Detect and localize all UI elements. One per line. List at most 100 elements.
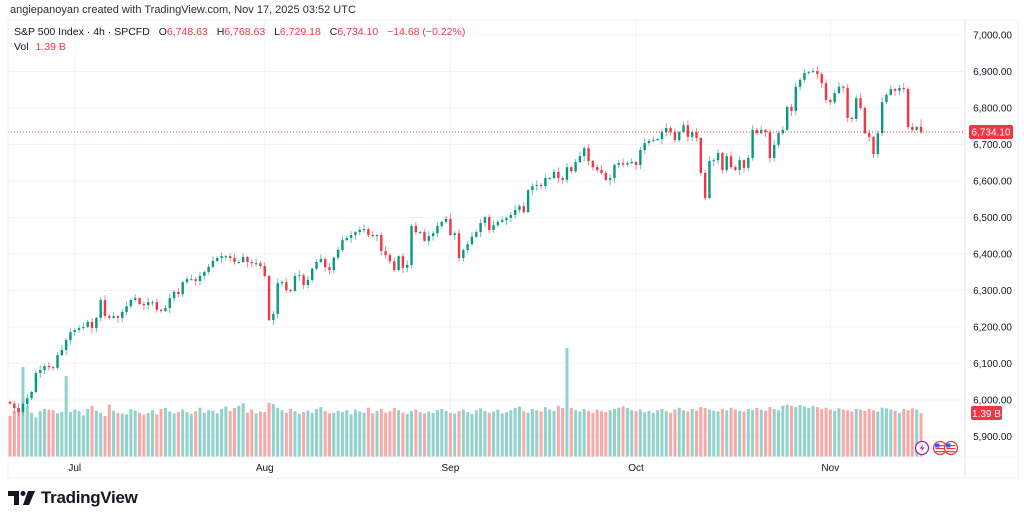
candle-down [138,297,141,306]
candle-body [108,316,111,318]
tradingview-logo-icon [8,491,35,505]
candle-body [64,340,68,350]
volume-bar [8,415,12,457]
high-value: 6,768.63 [224,26,266,38]
candle-down [595,164,599,173]
candle-up [531,183,534,196]
candle-up [855,95,858,122]
candle-up [751,125,754,161]
us-flag-icon[interactable] [943,440,959,456]
volume-bar [297,414,301,457]
candle-body [444,218,448,222]
candle-down [557,167,560,184]
candle-body [298,275,301,277]
events-icons[interactable] [914,440,959,456]
candle-body [133,298,137,300]
price-axis[interactable]: 5,900.00 6,000.00 6,100.00 6,200.00 6,300.00… [973,31,1012,444]
volume-bar [897,412,901,457]
volume-bar [94,410,98,457]
volume-bar [444,410,448,457]
candle-up [807,70,810,75]
candle-body [138,298,141,305]
candle-body [565,167,569,180]
candle-down [267,274,271,322]
candle-up [151,300,154,306]
candle-body [220,256,223,259]
candle-body [777,133,780,145]
lightning-icon[interactable] [914,440,930,456]
time-axis[interactable]: Jul Aug Sep Oct Nov [68,463,839,474]
volume-bar [86,408,90,457]
candle-body [557,171,560,179]
candle-up [496,219,500,228]
volume-bar [64,376,68,457]
volume-bar [755,408,759,457]
candle-body [393,261,396,271]
candle-body [77,328,81,330]
volume-bar [651,412,655,457]
volume-bar [284,412,288,457]
candle-up [678,130,681,143]
candle-up [466,241,469,253]
candle-body [768,132,772,159]
candle-body [250,262,253,264]
candle-up [64,338,68,356]
candle-body [112,316,115,318]
candle-body [492,225,495,230]
volume-bar [237,405,241,457]
candle-body [531,186,534,191]
candle-body [850,117,854,119]
candle-body [915,126,918,130]
candle-body [682,125,685,133]
volume-bar [466,412,470,457]
time-tick-label: Sep [441,463,459,474]
candle-down [250,259,253,268]
candle-up [95,316,98,333]
candle-body [829,99,832,103]
candle-body [224,256,228,258]
volume-bar [202,412,206,457]
candle-up [725,153,728,173]
volume-bar [720,408,724,457]
candle-body [211,260,215,267]
volume-bar [712,410,716,457]
candle-body [43,366,46,371]
volume-bar [802,406,806,457]
candle-up [43,364,46,375]
candle-up [513,205,517,219]
candle-body [842,86,845,88]
candle-body [263,266,266,276]
candle-body [345,237,348,241]
candle-body [315,262,318,269]
volume-bar [772,408,776,457]
volume-bar [656,410,660,457]
candle-down [911,123,914,132]
candle-down [155,298,159,313]
candle-body [760,129,763,134]
candle-up [349,231,353,244]
tradingview-logo[interactable]: TradingView [8,488,138,508]
candle-body [410,225,413,265]
volume-bar [906,410,910,457]
us-flag-icon[interactable] [932,440,948,456]
volume-bar [366,407,370,457]
volume-bar [302,412,306,457]
candle-body [678,132,681,141]
candle-up [418,231,422,234]
candle-body [302,275,305,286]
candle-down [116,314,120,323]
volume-bar [103,415,107,457]
candle-down [108,314,111,320]
volume-bar [604,412,608,457]
candle-down [673,128,677,143]
symbol-name[interactable]: S&P 500 Index · 4h · SPCFD [14,26,150,38]
volume-bar [871,410,876,457]
candle-up [427,231,431,246]
candle-body [846,87,849,118]
candle-down [734,165,737,172]
close-value: 6,734.10 [337,26,379,38]
candle-up [444,216,448,224]
volume-bar [492,411,496,457]
candle-up [26,394,29,407]
